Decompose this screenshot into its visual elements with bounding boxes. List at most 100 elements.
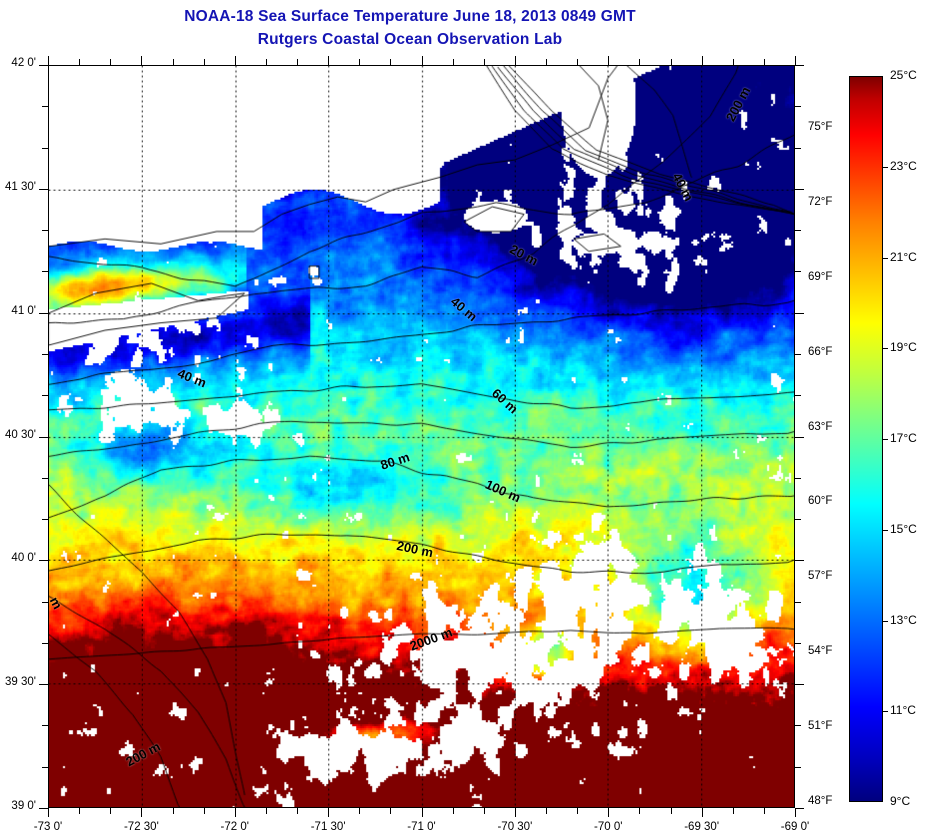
lon-tick-minor xyxy=(390,808,391,814)
lon-tick-major-top xyxy=(608,56,609,65)
lat-label: 39 0' xyxy=(11,800,36,812)
colorbar-tick xyxy=(883,167,888,168)
lat-tick-major-right xyxy=(795,189,804,190)
colorbar-tick xyxy=(883,439,888,440)
lon-tick-major xyxy=(608,808,609,817)
lon-tick-major-top xyxy=(422,56,423,65)
lon-tick-minor-top xyxy=(764,59,765,65)
lat-tick-minor xyxy=(42,148,48,149)
lon-tick-minor xyxy=(733,808,734,814)
colorbar-tick-label: 23°C xyxy=(890,158,917,173)
lon-label: -73 0' xyxy=(33,821,63,833)
colorbar-tick xyxy=(883,711,888,712)
lat-tick-minor xyxy=(42,519,48,520)
fahrenheit-label: 69°F xyxy=(808,270,833,283)
lon-tick-minor-top xyxy=(671,59,672,65)
lon-tick-minor-top xyxy=(639,59,640,65)
lon-tick-minor xyxy=(671,808,672,814)
lat-label: 42 0' xyxy=(11,57,36,69)
lat-tick-minor-right xyxy=(795,602,801,603)
lon-tick-major-top xyxy=(702,56,703,65)
colorbar-tick xyxy=(883,258,888,259)
lat-tick-major xyxy=(39,560,48,561)
fahrenheit-label: 66°F xyxy=(808,345,833,358)
lat-tick-minor-right xyxy=(795,106,801,107)
lat-tick-minor xyxy=(42,354,48,355)
lat-tick-major-right xyxy=(795,684,804,685)
lon-tick-minor-top xyxy=(577,59,578,65)
lat-tick-major xyxy=(39,313,48,314)
lon-tick-minor-top xyxy=(733,59,734,65)
temperature-colorbar[interactable] xyxy=(849,76,883,802)
lon-tick-major-top xyxy=(795,56,796,65)
fahrenheit-label: 60°F xyxy=(808,495,833,508)
fahrenheit-label: 72°F xyxy=(808,195,833,208)
lon-tick-minor xyxy=(764,808,765,814)
lat-tick-major-right xyxy=(795,560,804,561)
lat-tick-major xyxy=(39,684,48,685)
lon-tick-minor xyxy=(577,808,578,814)
lat-label: 39 30' xyxy=(5,676,36,689)
colorbar-tick-label: 17°C xyxy=(890,431,917,445)
lon-tick-minor xyxy=(546,808,547,814)
lat-tick-minor xyxy=(42,725,48,726)
lat-tick-minor-right xyxy=(795,395,801,396)
colorbar-tick xyxy=(883,530,888,531)
lat-tick-major-right xyxy=(795,437,804,438)
lat-tick-major xyxy=(39,437,48,438)
lon-tick-major xyxy=(328,808,329,817)
lon-tick-minor-top xyxy=(297,59,298,65)
colorbar-tick-label: 11°C xyxy=(890,703,916,718)
colorbar-gradient xyxy=(849,76,883,802)
lat-tick-minor-right xyxy=(795,725,801,726)
lon-label: -72 0' xyxy=(220,821,249,833)
lat-tick-minor-right xyxy=(795,478,801,479)
lon-tick-minor xyxy=(79,808,80,814)
lat-tick-major-right xyxy=(795,65,804,66)
colorbar-tick-label: 15°C xyxy=(890,521,917,536)
lon-tick-minor xyxy=(266,808,267,814)
lat-tick-minor-right xyxy=(795,643,801,644)
lat-tick-minor xyxy=(42,271,48,272)
colorbar-tick-label: 19°C xyxy=(890,340,917,355)
lon-tick-major-top xyxy=(515,56,516,65)
colorbar-tick-label: 13°C xyxy=(890,612,917,627)
lon-tick-minor xyxy=(453,808,454,814)
lat-tick-minor xyxy=(42,602,48,603)
lon-tick-minor-top xyxy=(484,59,485,65)
lon-label: -70 30' xyxy=(497,821,533,833)
lat-tick-minor xyxy=(42,478,48,479)
lat-tick-major-right xyxy=(795,313,804,314)
lon-tick-minor-top xyxy=(173,59,174,65)
lon-tick-minor xyxy=(639,808,640,814)
lon-tick-minor xyxy=(359,808,360,814)
colorbar-tick-label: 9°C xyxy=(890,794,911,808)
fahrenheit-label: 51°F xyxy=(808,720,833,733)
lon-tick-major-top xyxy=(48,56,49,65)
lat-tick-minor-right xyxy=(795,230,801,231)
fahrenheit-label: 63°F xyxy=(808,420,833,433)
lon-tick-minor-top xyxy=(110,59,111,65)
lon-label: -71 30' xyxy=(310,821,346,833)
lat-tick-minor xyxy=(42,230,48,231)
lon-tick-minor xyxy=(297,808,298,814)
lon-tick-minor-top xyxy=(359,59,360,65)
lon-tick-minor-top xyxy=(266,59,267,65)
lon-tick-major xyxy=(702,808,703,817)
lon-tick-minor xyxy=(110,808,111,814)
lon-tick-minor-top xyxy=(546,59,547,65)
lat-tick-minor xyxy=(42,395,48,396)
lat-label: 40 0' xyxy=(11,552,36,565)
lon-tick-minor-top xyxy=(390,59,391,65)
lon-tick-minor-top xyxy=(453,59,454,65)
lon-label: -70 0' xyxy=(594,821,623,833)
sst-raster-canvas xyxy=(49,66,794,807)
lon-tick-major xyxy=(422,808,423,817)
lon-tick-major-top xyxy=(141,56,142,65)
colorbar-tick xyxy=(883,348,888,349)
lon-tick-minor xyxy=(204,808,205,814)
lat-tick-minor xyxy=(42,643,48,644)
lat-tick-minor-right xyxy=(795,354,801,355)
lat-tick-major xyxy=(39,808,48,809)
